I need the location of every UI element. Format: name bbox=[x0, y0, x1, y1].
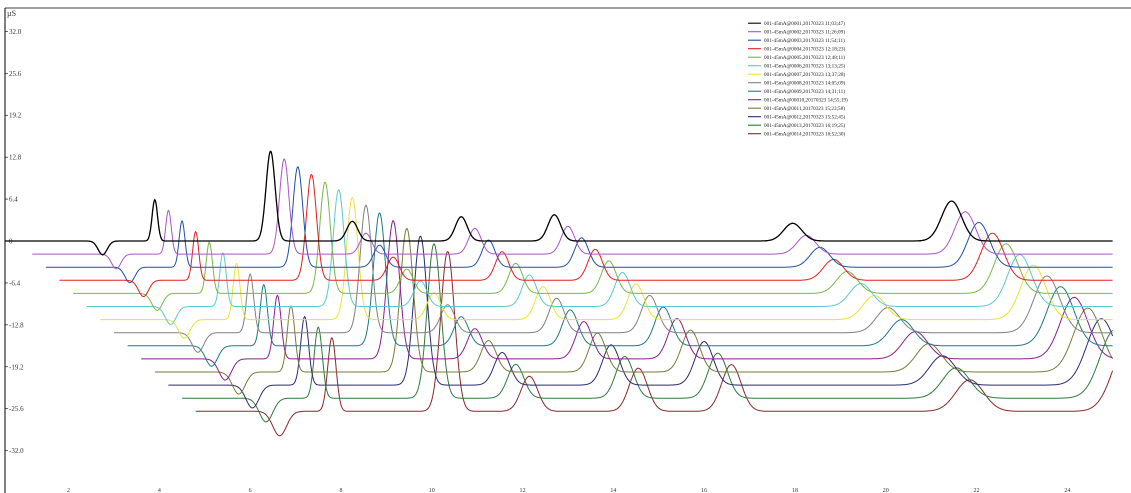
y-tick-label: -12.8 bbox=[9, 321, 24, 329]
legend-entry: 001-45mA@0014,20170323 16;52;30) bbox=[764, 131, 845, 138]
legend-entry: 001-45mA@0013,20170323 16;19;25) bbox=[764, 122, 845, 129]
legend-entry: 001-45mA@0006,20170323 13;13;25) bbox=[764, 63, 845, 70]
y-tick-label: -32.0 bbox=[9, 447, 24, 455]
x-tick-label: 24 bbox=[1064, 488, 1070, 493]
series-line bbox=[5, 150, 1113, 256]
x-tick-label: 2 bbox=[67, 488, 70, 493]
y-tick-label: 6.4 bbox=[9, 196, 18, 204]
y-tick-label: -25.6 bbox=[9, 405, 24, 413]
y-tick-label: 12.8 bbox=[9, 154, 22, 162]
y-tick-label: -19.2 bbox=[9, 363, 24, 371]
legend-entry: 001-45mA@0004,20170323 12;18;23) bbox=[764, 46, 845, 53]
series-line bbox=[114, 204, 1113, 353]
axes: µS bbox=[4, 7, 1131, 493]
series-line bbox=[86, 189, 1113, 325]
x-tick-label: 20 bbox=[883, 488, 889, 493]
x-tick-labels: 2 4 6 8 10 12 14 16 18 20 22 24 bbox=[67, 488, 1070, 493]
legend-entry: 001-45mA@0009,20170323 14;31;11) bbox=[764, 88, 845, 95]
x-tick-label: 14 bbox=[610, 488, 616, 493]
x-tick-label: 10 bbox=[429, 488, 435, 493]
legend: 001-45mA@0001,20170323 11;03;47) 001-45mA… bbox=[748, 20, 848, 138]
x-tick-label: 16 bbox=[701, 488, 707, 493]
series-line bbox=[73, 181, 1113, 312]
y-tick-label: -6.4 bbox=[9, 279, 21, 287]
series-line bbox=[32, 158, 1113, 270]
series-line bbox=[168, 235, 1114, 409]
series-traces bbox=[5, 150, 1114, 437]
series-line bbox=[141, 220, 1113, 381]
x-tick-label: 18 bbox=[792, 488, 798, 493]
series-line bbox=[182, 243, 1113, 423]
legend-entry: 001-45mA@0001,20170323 11;03;47) bbox=[764, 20, 845, 27]
series-line bbox=[195, 251, 1114, 437]
x-tick-label: 4 bbox=[158, 488, 161, 493]
y-tick-label: 25.6 bbox=[9, 70, 22, 78]
x-tick-label: 8 bbox=[339, 488, 342, 493]
legend-entry: 001-45mA@0003,20170323 11;54;11) bbox=[764, 37, 845, 44]
series-line bbox=[154, 228, 1114, 395]
x-tick-label: 22 bbox=[974, 488, 980, 493]
legend-entry: 001-45mA@0005,20170323 12;48;11) bbox=[764, 54, 845, 61]
y-tick-label: 19.2 bbox=[9, 112, 22, 120]
legend-entry: 001-45mA@0008,20170323 14;05;09) bbox=[764, 80, 845, 87]
series-line bbox=[100, 197, 1113, 339]
legend-entry: 001-45mA@0002,20170323 11;26;09) bbox=[764, 29, 845, 36]
legend-entry: 001-45mA@0007,20170323 13;37;28) bbox=[764, 71, 845, 78]
y-tick-label: 32.0 bbox=[9, 28, 22, 36]
x-tick-label: 12 bbox=[520, 488, 526, 493]
legend-entry: 001-45mA@0012,20170323 15;52;45) bbox=[764, 114, 845, 121]
series-line bbox=[45, 166, 1113, 284]
legend-entry: 001-45mA@0011,20170323 15;23;58) bbox=[764, 105, 845, 112]
legend-entry: 001-45mA@00010,20170323 14;55;19) bbox=[764, 97, 848, 104]
series-line bbox=[127, 212, 1113, 367]
x-tick-label: 6 bbox=[249, 488, 252, 493]
y-tick-labels: 32.025.619.212.86.40-6.4-12.8-19.2-25.6-… bbox=[5, 28, 24, 455]
series-line bbox=[59, 174, 1113, 297]
y-unit-label: µS bbox=[7, 9, 16, 18]
